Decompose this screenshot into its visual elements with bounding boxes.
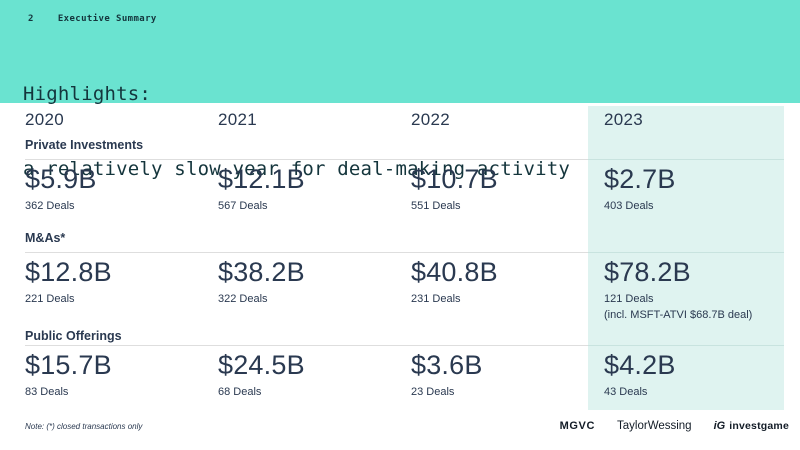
stat-deals: 121 Deals [604,293,654,305]
stat-cell: $10.7B 551 Deals [411,164,604,212]
row-private-investments: $5.9B 362 Deals $12.1B 567 Deals $10.7B … [25,164,797,212]
section-label-public-offerings: Public Offerings [25,329,122,343]
header-band [0,0,800,103]
row-public-offerings: $15.7B 83 Deals $24.5B 68 Deals $3.6B 23… [25,350,797,398]
investgame-mark-icon: iG [713,420,726,432]
year-header-row: 2020 2021 2022 2023 [25,110,797,130]
stat-deals: 83 Deals [25,386,69,398]
stat-deals: 322 Deals [218,293,268,305]
stat-subnote-msft-atvi: (incl. MSFT-ATVI $68.7B deal) [604,309,753,321]
stat-deals: 403 Deals [604,200,654,212]
stat-deals: 43 Deals [604,386,648,398]
row-divider [25,345,784,346]
stat-value: $40.8B [411,257,498,287]
stat-cell: $12.1B 567 Deals [218,164,411,212]
stat-deals: 23 Deals [411,386,455,398]
stat-deals: 68 Deals [218,386,262,398]
stat-cell: $15.7B 83 Deals [25,350,218,398]
year-2022: 2022 [411,110,451,129]
stat-value: $5.9B [25,164,97,194]
stat-cell: $12.8B 221 Deals [25,257,218,321]
stat-value: $12.1B [218,164,305,194]
year-2021: 2021 [218,110,258,129]
row-mas: $12.8B 221 Deals $38.2B 322 Deals $40.8B… [25,257,797,321]
stat-cell: $4.2B 43 Deals [604,350,797,398]
stat-value: $78.2B [604,257,691,287]
investgame-logo: iG investgame [714,420,789,432]
stat-deals: 221 Deals [25,293,75,305]
row-divider [25,252,784,253]
stat-value: $3.6B [411,350,483,380]
stat-cell: $24.5B 68 Deals [218,350,411,398]
stat-cell: $3.6B 23 Deals [411,350,604,398]
slide-title: Highlights: [23,83,152,105]
row-divider [25,159,784,160]
mgvc-logo: MGVC [559,420,596,432]
taylor-wessing-logo: TaylorWessing [617,420,692,432]
stat-value: $2.7B [604,164,676,194]
stat-value: $38.2B [218,257,305,287]
slide-title-block: Highlights: a relatively slow year for d… [23,32,570,207]
stat-value: $12.8B [25,257,112,287]
stat-deals: 362 Deals [25,200,75,212]
page-number: 2 [28,14,34,24]
stat-cell: $2.7B 403 Deals [604,164,797,212]
stat-value: $10.7B [411,164,498,194]
slide-meta: 2 Executive Summary [28,14,157,24]
investgame-wordmark: investgame [729,420,789,432]
stat-value: $15.7B [25,350,112,380]
partner-logos: MGVC TaylorWessing iG investgame [560,420,789,432]
year-2020: 2020 [25,110,65,129]
section-label-private-investments: Private Investments [25,138,144,152]
stat-cell: $78.2B 121 Deals (incl. MSFT-ATVI $68.7B… [604,257,797,321]
section-label-mas: M&As* [25,231,66,245]
year-2023: 2023 [604,110,644,129]
stat-value: $4.2B [604,350,676,380]
section-title: Executive Summary [57,14,157,24]
stat-deals: 551 Deals [411,200,461,212]
stat-cell: $38.2B 322 Deals [218,257,411,321]
stat-value: $24.5B [218,350,305,380]
footnote: Note: (*) closed transactions only [25,422,143,431]
stat-deals: 231 Deals [411,293,461,305]
stat-cell: $40.8B 231 Deals [411,257,604,321]
slide-subtitle: a relatively slow year for deal-making a… [23,158,571,180]
highlight-2023-column [588,106,784,410]
stat-deals: 567 Deals [218,200,268,212]
stat-cell: $5.9B 362 Deals [25,164,218,212]
